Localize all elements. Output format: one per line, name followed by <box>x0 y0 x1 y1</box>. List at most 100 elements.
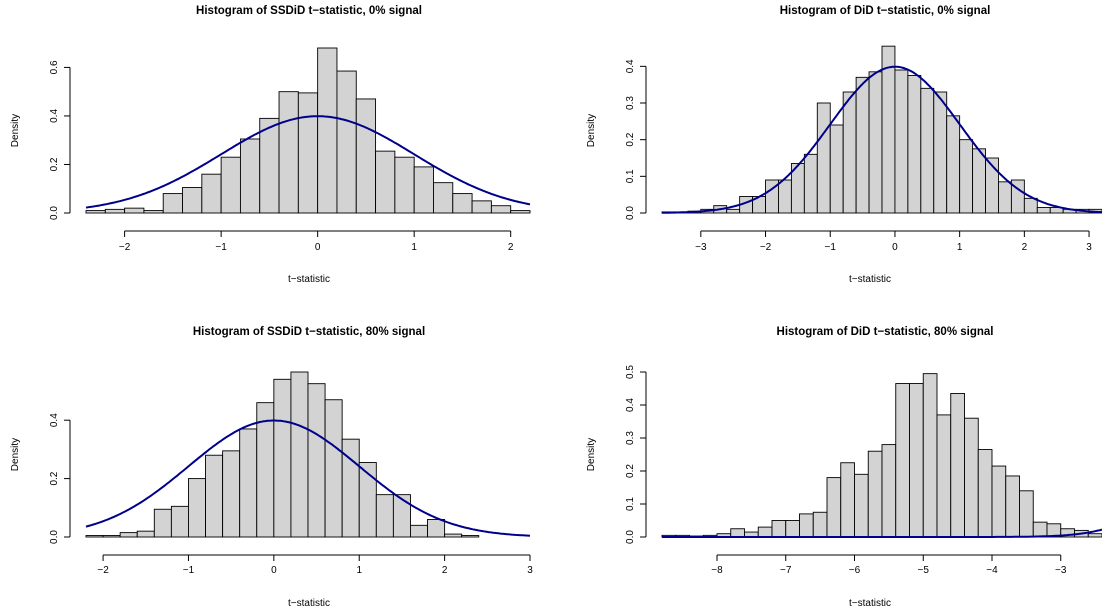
histogram-bar <box>136 530 155 538</box>
histogram-bar <box>471 200 492 214</box>
y-axis-label: Density <box>586 114 597 147</box>
histogram-bar <box>829 124 844 214</box>
histogram-bar <box>778 179 792 214</box>
histogram-bar <box>730 528 745 538</box>
x-tick-label: −3 <box>1055 565 1067 576</box>
histogram-bar <box>1019 490 1034 538</box>
y-tick-label: 0.3 <box>625 431 636 445</box>
histogram-bar <box>799 513 814 538</box>
y-tick-label: 0.1 <box>625 169 636 183</box>
histogram-bar <box>946 115 961 214</box>
y-tick-label: 0.3 <box>625 96 636 110</box>
x-axis-label: t−statistic <box>288 274 330 285</box>
histogram-bar <box>895 383 910 538</box>
x-tick-label: −2 <box>97 565 109 576</box>
x-tick-label: 1 <box>356 565 362 576</box>
histogram-bar <box>771 520 787 538</box>
chart-panel-4: Histogram of DiD t−statistic, 80% signal… <box>586 326 1102 609</box>
x-tick-label: −1 <box>825 242 837 253</box>
histogram-bar <box>757 526 773 538</box>
x-tick-label: 0 <box>892 242 898 253</box>
y-tick-label: 0.4 <box>625 398 636 412</box>
histogram-bar <box>324 399 343 538</box>
x-tick-label: 0 <box>271 565 277 576</box>
normal-density-curve <box>85 419 531 537</box>
x-tick-label: 1 <box>957 242 963 253</box>
y-tick-label: 0.1 <box>625 497 636 511</box>
histogram-bar <box>410 524 428 538</box>
histogram-bar <box>290 371 309 538</box>
histogram-bar <box>1010 179 1025 214</box>
histogram-bar <box>950 393 965 538</box>
histogram-bar <box>867 450 883 538</box>
y-tick-label: 0.0 <box>49 206 60 220</box>
histogram-bar <box>444 533 463 538</box>
histogram-bar <box>936 414 952 538</box>
histogram-bar <box>143 210 164 214</box>
chart-panel-3: Histogram of SSDiD t−statistic, 80% sign… <box>10 326 533 609</box>
histogram-bar <box>119 532 138 538</box>
x-tick-label: 2 <box>442 565 448 576</box>
chart-title: Histogram of SSDiD t−statistic, 0% signa… <box>196 5 422 17</box>
y-tick-label: 0.5 <box>625 365 636 379</box>
chart-panel-1: Histogram of SSDiD t−statistic, 0% signa… <box>10 5 531 285</box>
histogram-bar <box>162 193 183 214</box>
histogram-bar <box>1005 475 1020 538</box>
histogram-bar <box>881 444 897 538</box>
histogram-bar <box>1036 207 1051 214</box>
histogram-bar <box>297 92 319 214</box>
histogram-bar <box>855 76 870 214</box>
histogram-bar <box>201 173 222 214</box>
histogram-bar <box>104 208 126 214</box>
x-tick-label: −8 <box>711 565 723 576</box>
histogram-bar <box>153 508 172 538</box>
histogram-bar <box>336 70 357 214</box>
histogram-bar <box>812 511 828 538</box>
histogram-bar <box>433 182 454 214</box>
histogram-bar <box>220 156 241 214</box>
x-tick-label: −2 <box>119 242 131 253</box>
y-tick-label: 0.6 <box>49 60 60 74</box>
y-tick-label: 0.4 <box>49 109 60 123</box>
histogram-bar <box>894 69 909 214</box>
x-tick-label: −2 <box>760 242 772 253</box>
chart-title: Histogram of DiD t−statistic, 0% signal <box>780 5 991 17</box>
histogram-bar <box>490 205 512 214</box>
histogram-bar <box>854 473 869 538</box>
histogram-bar <box>920 87 935 214</box>
histogram-bar <box>933 91 948 214</box>
histogram-bar <box>273 378 292 538</box>
histogram-bar <box>972 148 986 214</box>
histogram-bar <box>307 383 326 538</box>
normal-density-curve <box>85 115 531 209</box>
histogram-bar <box>259 117 280 214</box>
histogram-bar <box>826 477 842 538</box>
x-tick-label: 1 <box>411 242 417 253</box>
y-axis-label: Density <box>10 114 21 147</box>
y-axis-label: Density <box>586 438 597 471</box>
histogram-bar <box>510 210 531 214</box>
x-tick-label: 3 <box>527 565 533 576</box>
histogram-bar <box>868 71 883 214</box>
y-tick-label: 0.4 <box>625 59 636 73</box>
histogram-bar <box>452 193 473 214</box>
histogram-bar <box>1032 521 1048 538</box>
histogram-bar <box>102 535 121 538</box>
histogram-bar <box>182 187 203 214</box>
histogram-bar <box>959 139 974 214</box>
histogram-bar <box>785 520 800 538</box>
histogram-bar <box>1087 533 1102 538</box>
histogram-bar <box>278 91 299 214</box>
histogram-bar <box>427 519 446 538</box>
histogram-bar <box>998 181 1012 214</box>
y-tick-label: 0.0 <box>625 206 636 220</box>
x-tick-label: −4 <box>986 565 998 576</box>
histogram-bar <box>222 450 241 538</box>
y-tick-label: 0.2 <box>49 471 60 485</box>
x-tick-label: 2 <box>508 242 514 253</box>
histogram-bar <box>392 494 411 538</box>
histogram-bar <box>909 383 924 538</box>
histogram-bar <box>239 138 261 214</box>
x-tick-label: −3 <box>695 242 707 253</box>
histogram-bar <box>922 373 938 538</box>
